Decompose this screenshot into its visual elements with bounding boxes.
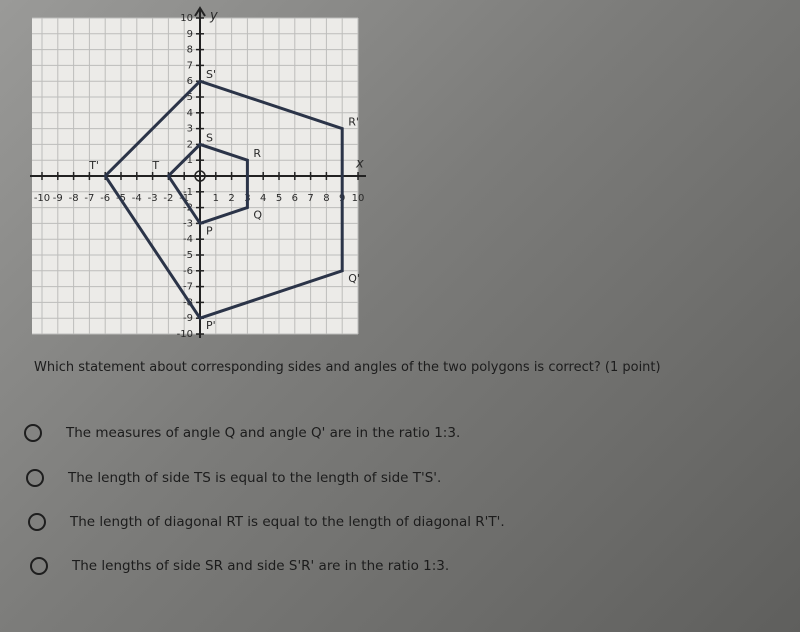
option-text: The lengths of side SR and side S'R' are…	[72, 558, 450, 574]
vertex-label: T'	[88, 159, 99, 172]
x-tick-label: 4	[260, 193, 266, 204]
x-tick-label: 1	[213, 193, 219, 204]
y-tick-label: -3	[183, 218, 193, 229]
vertex-label: P	[206, 224, 213, 237]
answer-option[interactable]: The length of side TS is equal to the le…	[26, 465, 441, 491]
y-tick-label: 1	[187, 155, 193, 166]
y-tick-label: 8	[187, 45, 193, 56]
x-tick-label: 7	[307, 193, 313, 204]
radio-button[interactable]	[28, 513, 46, 531]
y-tick-label: -9	[183, 313, 193, 324]
y-arrow	[194, 6, 206, 17]
vertex-label: T	[151, 159, 159, 172]
question: Which statement about corresponding side…	[34, 360, 661, 375]
y-tick-label: -7	[183, 282, 193, 293]
option-text: The length of diagonal RT is equal to th…	[70, 514, 505, 530]
x-tick-label: -3	[148, 193, 158, 204]
x-tick-label: 5	[276, 193, 282, 204]
y-tick-label: -6	[183, 266, 193, 277]
vertex-label: S	[206, 131, 213, 144]
option-text: The measures of angle Q and angle Q' are…	[66, 425, 461, 441]
vertex-label: S'	[206, 68, 216, 81]
answer-option[interactable]: The lengths of side SR and side S'R' are…	[30, 553, 449, 579]
polygon	[166, 142, 249, 226]
y-tick-label: 7	[187, 60, 193, 71]
origin-marker	[194, 170, 206, 182]
answer-option[interactable]: The length of diagonal RT is equal to th…	[28, 509, 505, 535]
y-tick-label: 4	[187, 108, 193, 119]
y-axis-label: y	[209, 9, 218, 24]
x-tick-label: -6	[100, 193, 110, 204]
y-tick-label: 10	[180, 13, 193, 24]
answer-option[interactable]: The measures of angle Q and angle Q' are…	[24, 420, 460, 446]
x-tick-label: 2	[228, 193, 234, 204]
vertex-label: R	[253, 147, 261, 160]
x-tick-label: 8	[323, 193, 329, 204]
vertex-label: Q'	[348, 272, 360, 285]
x-tick-label: -9	[53, 193, 63, 204]
y-tick-label: 2	[187, 139, 193, 150]
coordinate-graph: -10 -9 -8 -7 -6 -5 -4 -3 -2 -1 1 2 3 4 5 6 7 8 9 10-10-9-8-…	[30, 6, 366, 340]
x-tick-label: 10	[352, 193, 365, 204]
y-tick-label: -1	[183, 187, 193, 198]
vertex-label: R'	[348, 116, 359, 129]
x-tick-label: 6	[292, 193, 298, 204]
y-tick-label: 6	[187, 76, 193, 87]
x-axis-label: x	[355, 157, 364, 172]
y-tick-label: 5	[187, 92, 193, 103]
x-tick-label: -10	[34, 193, 50, 204]
y-tick-label: -5	[183, 250, 193, 261]
x-tick-label: -8	[69, 193, 79, 204]
y-tick-label: 3	[187, 124, 193, 135]
y-tick-label: -10	[177, 329, 193, 340]
radio-button[interactable]	[30, 557, 48, 575]
polygon	[103, 79, 344, 320]
x-tick-label: -4	[132, 193, 142, 204]
y-tick-label: -4	[183, 234, 193, 245]
vertex-label: P'	[206, 319, 216, 332]
vertex-label: Q	[253, 209, 262, 222]
x-tick-label: -2	[163, 193, 173, 204]
option-text: The length of side TS is equal to the le…	[68, 470, 442, 486]
radio-button[interactable]	[26, 469, 44, 487]
x-tick-label: -7	[84, 193, 94, 204]
radio-button[interactable]	[24, 424, 42, 442]
y-tick-label: 9	[187, 29, 193, 40]
